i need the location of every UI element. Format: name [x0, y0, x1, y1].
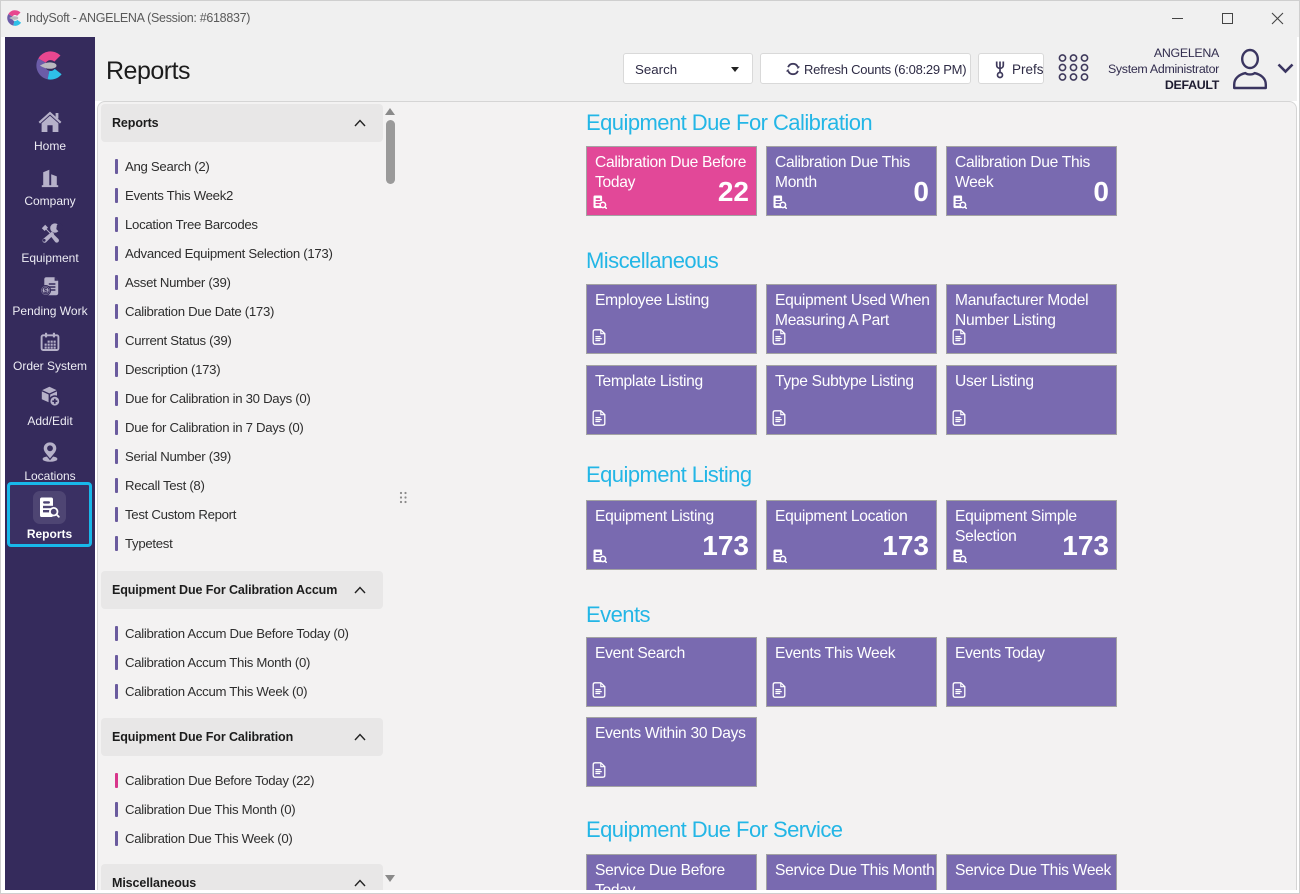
svg-text:$: $ — [44, 288, 48, 295]
